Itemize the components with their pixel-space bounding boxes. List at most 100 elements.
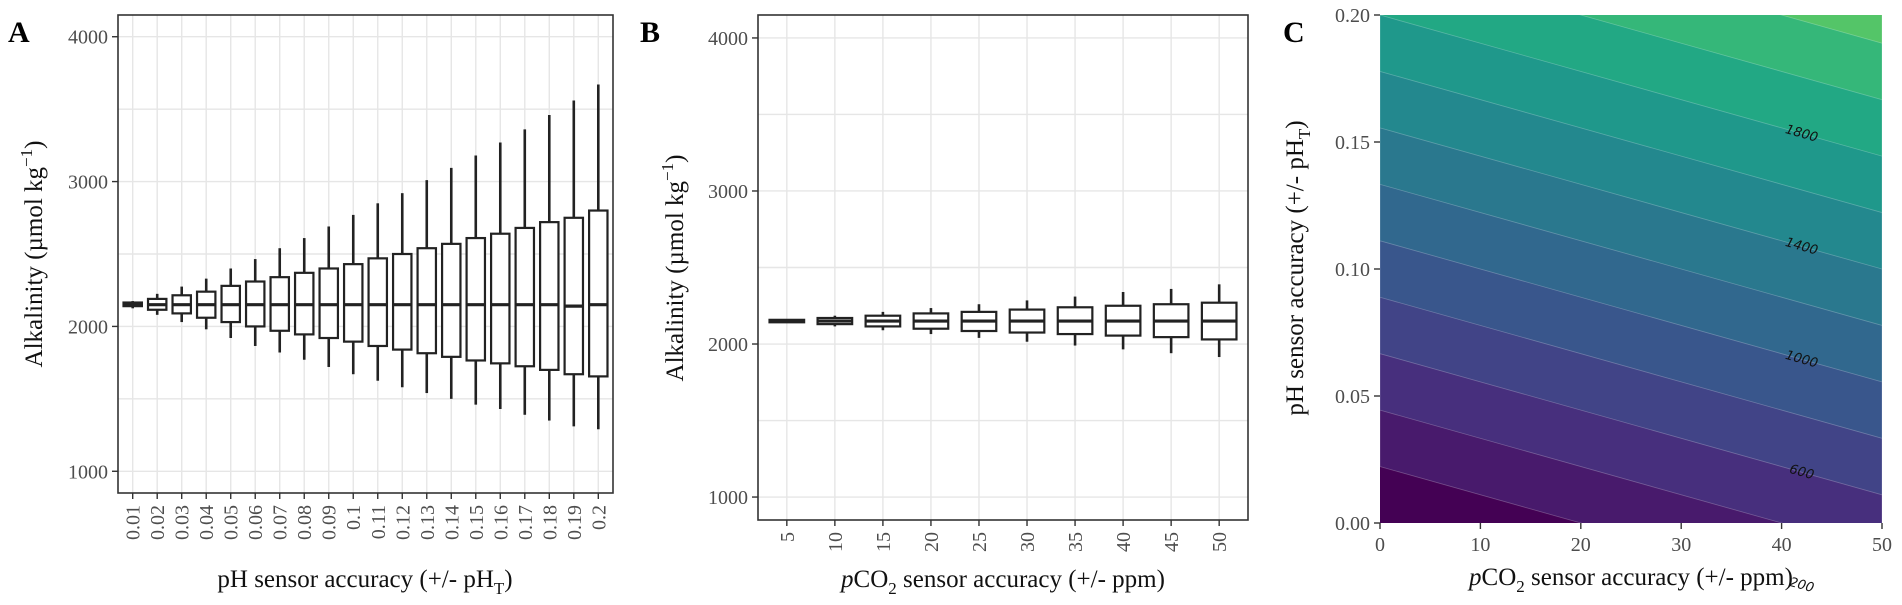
- x-tick-label: 45: [1161, 532, 1183, 552]
- panel-b-x-ticks: 5 10 15 20 25 30 35 40 45 50: [777, 520, 1231, 552]
- x-tick-label: 25: [969, 532, 991, 552]
- panel-b-y-ticks: 1000 2000 3000 4000: [708, 28, 758, 509]
- box-0.18: [538, 114, 560, 421]
- x-tick-label: 0.03: [172, 505, 194, 540]
- x-tick-label: 35: [1065, 532, 1087, 552]
- box-0.06: [244, 259, 266, 346]
- x-tick-label: 0.05: [221, 505, 243, 540]
- box-20: [912, 308, 950, 335]
- panel-b-grid: [758, 15, 1248, 520]
- box-0.16: [489, 142, 511, 409]
- box-iqr: [489, 232, 511, 365]
- y-tick-label: 2000: [68, 316, 108, 338]
- x-tick-label: 0.16: [490, 505, 512, 540]
- box-iqr: [538, 221, 560, 371]
- y-tick-label: 2000: [708, 334, 748, 356]
- box-30: [1008, 300, 1046, 342]
- box-iqr: [465, 236, 487, 362]
- x-tick-label: 0.15: [466, 505, 488, 540]
- box-0.07: [269, 248, 291, 353]
- panel-c-y-axis-label: pH sensor accuracy (+/- pHT): [1282, 120, 1314, 415]
- x-tick-label: 20: [1571, 534, 1591, 556]
- box-0.1: [342, 214, 364, 375]
- box-iqr: [514, 226, 536, 368]
- x-tick-label: 10: [825, 532, 847, 552]
- contour-band-2000: [1579, 15, 1882, 101]
- box-10: [816, 315, 854, 327]
- box-0.02: [146, 293, 168, 315]
- box-iqr: [367, 257, 389, 348]
- x-tick-label: 50: [1872, 534, 1892, 556]
- x-tick-label: 0.13: [417, 505, 439, 540]
- contour-label: 600: [1788, 462, 1816, 483]
- x-tick-label: 30: [1671, 534, 1691, 556]
- box-0.05: [220, 268, 242, 339]
- box-35: [1056, 296, 1094, 346]
- x-tick-label: 0.07: [270, 505, 292, 540]
- x-tick-label: 30: [1017, 532, 1039, 552]
- x-tick-label: 15: [873, 532, 895, 552]
- panel-a-x-axis-label: pH sensor accuracy (+/- pHT): [217, 566, 512, 598]
- x-tick-label: 0.08: [294, 505, 316, 540]
- y-tick-label: 0.00: [1335, 513, 1370, 535]
- y-tick-label: 0.10: [1335, 259, 1370, 281]
- box-iqr: [391, 252, 413, 351]
- box-0.01: [122, 301, 143, 309]
- box-0.15: [465, 155, 487, 405]
- x-tick-label: 0.02: [147, 505, 169, 540]
- y-tick-label: 4000: [708, 28, 748, 50]
- contour-label: 200: [1788, 575, 1816, 596]
- panel-a-letter: A: [8, 16, 30, 49]
- contour-band-2200: [1780, 15, 1882, 44]
- panel-b-letter: B: [640, 16, 660, 49]
- panel-b-boxes: [768, 284, 1238, 358]
- y-tick-label: 0.20: [1335, 5, 1370, 27]
- x-tick-label: 0.11: [368, 505, 390, 539]
- y-tick-label: 4000: [68, 27, 108, 49]
- panel-b-y-axis-label: Alkalinity (µmol kg−1): [658, 155, 689, 382]
- panel-a-frame: [117, 14, 614, 494]
- x-tick-label: 40: [1113, 532, 1135, 552]
- x-tick-label: 0.01: [123, 505, 145, 540]
- panel-c-letter: C: [1283, 16, 1305, 49]
- x-tick-label: 0.09: [319, 505, 341, 540]
- y-tick-label: 1000: [68, 461, 108, 483]
- box-0.2: [588, 84, 609, 430]
- box-50: [1200, 284, 1238, 358]
- box-0.08: [293, 238, 315, 360]
- x-tick-label: 0: [1375, 534, 1385, 556]
- x-tick-label: 0.12: [392, 505, 414, 540]
- x-tick-label: 0.17: [515, 505, 537, 540]
- box-0.14: [440, 167, 462, 399]
- panel-c-x-axis-label: pCO2 sensor accuracy (+/- ppm): [1467, 564, 1793, 596]
- y-tick-label: 0.05: [1335, 386, 1370, 408]
- x-tick-label: 0.06: [245, 505, 267, 540]
- x-tick-label: 0.04: [196, 505, 218, 540]
- x-tick-label: 5: [777, 532, 799, 542]
- y-tick-label: 3000: [68, 172, 108, 194]
- panel-c-y-ticks: 0.00 0.05 0.10 0.15 0.20: [1335, 5, 1380, 535]
- panel-b: B 1000 2000 3000 4000 5 10 15 20 25 30 35 40 45 50 p…: [640, 14, 1249, 598]
- x-tick-label: 0.18: [539, 505, 561, 540]
- box-25: [960, 304, 998, 338]
- x-tick-label: 0.1: [343, 505, 365, 530]
- box-iqr: [416, 247, 438, 355]
- box-0.09: [318, 226, 340, 367]
- x-tick-label: 0.14: [441, 505, 463, 540]
- box-0.11: [367, 203, 389, 381]
- box-0.12: [391, 193, 413, 388]
- y-tick-label: 0.15: [1335, 132, 1370, 154]
- panel-b-frame: [757, 14, 1249, 521]
- y-tick-label: 3000: [708, 181, 748, 203]
- box-0.03: [171, 286, 193, 323]
- panel-c-x-ticks: 0 10 20 30 40 50: [1375, 523, 1892, 556]
- box-0.04: [195, 278, 217, 330]
- x-tick-label: 0.2: [588, 505, 610, 530]
- panel-c-contour-bands: [1380, 15, 1882, 523]
- x-tick-label: 10: [1470, 534, 1490, 556]
- panel-a-boxes: [122, 84, 609, 430]
- box-0.13: [416, 180, 438, 394]
